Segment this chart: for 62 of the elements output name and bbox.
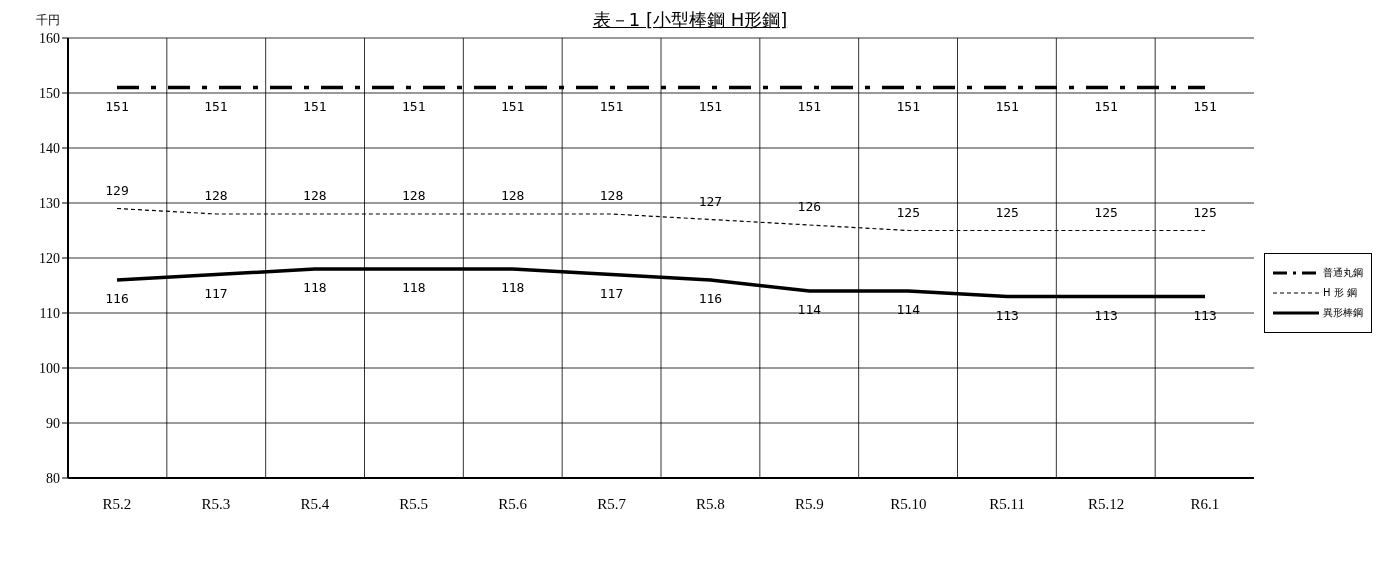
data-label: 151 [1094,98,1118,114]
data-label: 116 [698,291,723,307]
data-label: 151 [105,98,129,114]
data-label: 126 [797,199,822,214]
data-label: 118 [401,280,426,296]
data-label: 151 [797,98,822,114]
data-label: 113 [1193,307,1217,323]
data-label: 113 [1094,307,1118,323]
data-label: 118 [303,280,327,296]
y-tick-label: 160 [39,30,60,46]
data-label: 117 [204,285,228,301]
legend-label: 異形棒鋼 [1323,306,1363,320]
y-tick-label: 130 [39,195,60,211]
data-label: 117 [599,285,624,301]
x-tick-label: R5.4 [300,495,330,512]
data-label: 114 [896,302,921,318]
data-label: 125 [995,204,1019,220]
y-tick-label: 80 [46,470,60,486]
y-axis-title: 千円 [36,12,60,29]
x-tick-label: R5.11 [989,495,1026,512]
x-tick-label: R5.2 [102,495,132,512]
x-tick-label: R5.9 [794,495,824,512]
data-label: 128 [599,188,624,203]
y-tick-label: 100 [39,360,60,376]
data-label: 128 [500,188,525,203]
legend-label: H 形 鋼 [1323,286,1357,300]
data-label: 118 [500,280,525,296]
data-label: 116 [105,291,129,307]
data-label: 151 [401,98,426,114]
data-label: 151 [698,98,723,114]
data-label: 125 [896,204,921,220]
x-tick-label: R5.12 [1087,495,1125,512]
x-tick-label: R5.6 [498,495,528,512]
data-label: 125 [1193,204,1217,220]
data-label: 151 [995,98,1019,114]
x-tick-label: R6.1 [1190,495,1220,512]
x-tick-label: R5.3 [201,495,231,512]
data-label: 125 [1094,204,1118,220]
y-tick-label: 110 [39,305,60,321]
y-tick-label: 140 [39,140,60,156]
legend-label: 普通丸鋼 [1323,266,1363,280]
y-tick-label: 150 [39,85,60,101]
data-label: 151 [896,98,921,114]
data-label: 151 [500,98,525,114]
data-label: 151 [303,98,327,114]
data-label: 151 [204,98,228,114]
y-tick-label: 120 [39,250,60,266]
data-label: 129 [105,182,129,198]
x-tick-label: R5.8 [696,495,725,512]
data-label: 151 [599,98,624,114]
x-tick-label: R5.10 [890,495,927,512]
data-label: 128 [204,188,228,203]
x-tick-label: R5.5 [399,495,429,512]
chart-title: 表－1 [小型棒鋼 H形鋼] [592,9,788,30]
data-label: 127 [698,193,723,209]
data-label: 151 [1193,98,1217,114]
data-label: 114 [797,302,822,318]
data-label: 128 [401,188,426,203]
y-tick-label: 90 [46,415,60,431]
data-label: 128 [303,188,327,203]
x-tick-label: R5.7 [597,495,627,512]
data-label: 113 [995,307,1019,323]
